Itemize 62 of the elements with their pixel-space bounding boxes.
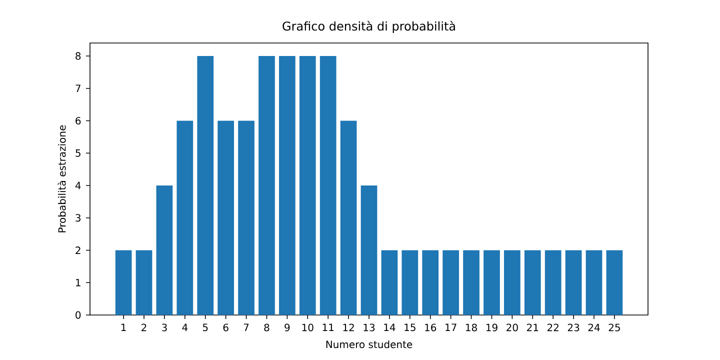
x-tick-label: 1 xyxy=(121,324,126,331)
x-tick-label: 16 xyxy=(425,324,436,332)
y-tick-label: 3 xyxy=(76,214,80,222)
x-tick-label: 6 xyxy=(223,324,228,332)
x-tick-label: 15 xyxy=(404,324,416,332)
y-tick-label: 2 xyxy=(76,246,80,254)
x-tick-label: 8 xyxy=(264,324,270,332)
x-tick-label: 12 xyxy=(343,324,354,332)
x-tick-label: 3 xyxy=(162,324,167,332)
y-tick-label: 8 xyxy=(76,52,81,60)
y-tick-label: 4 xyxy=(75,182,81,190)
y-tick-label: 6 xyxy=(76,116,81,125)
bar xyxy=(136,250,152,315)
x-tick-label: 2 xyxy=(142,324,146,332)
x-tick-label: 21 xyxy=(527,324,538,332)
x-tick-label: 13 xyxy=(364,324,375,332)
x-tick-label: 25 xyxy=(608,324,620,332)
y-tick-label: 0 xyxy=(76,311,81,319)
bar xyxy=(586,250,602,315)
y-tick-label: 7 xyxy=(76,84,80,92)
bar xyxy=(524,250,541,315)
bar xyxy=(279,56,296,315)
bar xyxy=(402,250,418,315)
x-tick-label: 20 xyxy=(506,324,518,332)
bar xyxy=(422,250,439,315)
x-tick-label: 22 xyxy=(547,324,558,332)
chart-title: Grafico densità di probabilità xyxy=(282,20,455,33)
x-tick-label: 9 xyxy=(284,324,290,332)
x-tick-label: 10 xyxy=(302,324,314,332)
x-tick-label: 7 xyxy=(244,324,249,331)
y-tick-label: 5 xyxy=(76,149,80,157)
bar xyxy=(360,185,378,315)
x-tick-label: 5 xyxy=(202,324,208,332)
x-tick-label: 14 xyxy=(384,324,396,331)
bar xyxy=(381,250,398,315)
y-tick-label: 1 xyxy=(76,278,80,286)
x-tick-label: 24 xyxy=(588,324,600,332)
y-axis-title: Probabilità estrazione xyxy=(58,125,66,232)
bar xyxy=(197,56,214,315)
bar xyxy=(258,56,275,315)
bar xyxy=(606,250,623,315)
bar xyxy=(156,185,173,315)
bar xyxy=(299,56,316,315)
bar xyxy=(238,120,254,315)
bar xyxy=(176,120,194,315)
x-tick-label: 4 xyxy=(182,324,188,331)
x-tick-label: 18 xyxy=(466,324,477,332)
x-tick-label: 19 xyxy=(486,324,498,332)
bar xyxy=(544,250,562,315)
bar xyxy=(565,250,582,315)
x-tick-label: 17 xyxy=(446,324,456,331)
bar xyxy=(340,120,357,315)
bar xyxy=(463,250,480,315)
bar xyxy=(484,250,500,315)
bar xyxy=(218,120,234,315)
x-tick-label: 23 xyxy=(568,324,580,332)
bar xyxy=(504,250,520,315)
bar xyxy=(442,250,460,315)
x-axis-title: Numero studente xyxy=(326,340,412,348)
bar xyxy=(320,56,336,315)
bar xyxy=(115,250,132,315)
x-tick-label: 11 xyxy=(322,324,334,331)
